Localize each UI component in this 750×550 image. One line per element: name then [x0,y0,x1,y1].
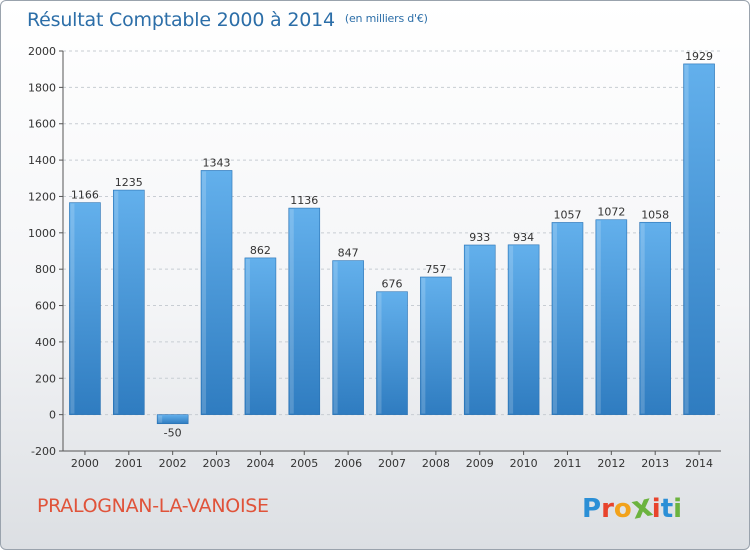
bar-2014 [683,63,715,415]
brand-letter: i [673,494,683,524]
bar-2003 [200,170,233,415]
x-tick-label-2003: 2003 [203,457,231,470]
value-label-2009: 933 [469,231,490,244]
value-label-2012: 1072 [597,206,625,219]
bar-2002 [156,414,189,425]
y-tick-label: 0 [49,409,56,422]
x-tick-label-2011: 2011 [553,457,581,470]
value-label-2001: 1235 [115,176,143,189]
value-label-2006: 847 [338,247,359,260]
bar-highlight [202,171,207,414]
proxiti-logo[interactable]: Proxiti [582,487,683,526]
y-tick-label: 600 [35,300,56,313]
y-tick-label: 1600 [28,118,56,131]
y-tick-label: 1400 [28,154,56,167]
bar-highlight [509,245,514,414]
bar-2013 [639,221,672,415]
y-tick-label: 400 [35,336,56,349]
bar-highlight [377,292,382,414]
value-label-2000: 1166 [71,189,99,202]
value-label-2002: -50 [164,427,182,440]
x-tick-label-2001: 2001 [115,457,143,470]
y-tick-label: 1800 [28,81,56,94]
x-tick-label-2008: 2008 [422,457,450,470]
bar-2011 [551,222,584,415]
bar-highlight [289,209,294,414]
y-tick-label: 800 [35,263,56,276]
chart-subtitle: (en milliers d'€) [344,12,428,25]
x-tick-label-2000: 2000 [71,457,99,470]
bar-2006 [332,260,364,415]
bar-2009 [463,244,496,415]
x-tick-label-2013: 2013 [641,457,669,470]
bar-highlight [421,278,426,414]
city-name: PRALOGNAN-LA-VANOISE [37,495,269,517]
value-label-2011: 1057 [553,208,581,221]
brand-letter: i [651,494,661,524]
bar-2012 [595,219,628,415]
bar-2008 [420,276,452,415]
x-tick-label-2006: 2006 [334,457,362,470]
bar-highlight [465,246,470,414]
bar-highlight [245,258,250,414]
value-label-2014: 1929 [685,50,713,63]
bar-highlight [333,261,338,414]
y-tick-label: 2000 [28,45,56,58]
bar-highlight [158,415,163,423]
y-tick-label: 200 [35,372,56,385]
x-tick-label-2002: 2002 [159,457,187,470]
value-label-2013: 1058 [641,208,669,221]
bar-2007 [376,291,408,415]
x-tick-label-2004: 2004 [246,457,274,470]
x-tick-label-2012: 2012 [597,457,625,470]
x-tick-label-2014: 2014 [685,457,713,470]
x-tick-label-2010: 2010 [510,457,538,470]
bar-2004 [244,257,277,415]
brand-letter: o [613,494,632,524]
value-label-2008: 757 [425,263,446,276]
bar-highlight [596,220,601,414]
bar-highlight [640,223,645,414]
y-tick-label: 1200 [28,190,56,203]
value-label-2007: 676 [382,278,403,291]
x-tick-label-2009: 2009 [466,457,494,470]
bar-highlight [684,64,689,414]
y-tick-label: 1000 [28,227,56,240]
x-tick-label-2007: 2007 [378,457,406,470]
axes [59,50,721,455]
x-tick-label-2005: 2005 [290,457,318,470]
value-label-2004: 862 [250,244,271,257]
bar-2000 [69,202,101,415]
value-label-2005: 1136 [290,194,318,207]
y-tick-label: -200 [31,445,56,458]
bar-2010 [507,244,540,415]
bar-2001 [113,189,145,415]
chart-title: Résultat Comptable 2000 à 2014 (en millie… [27,9,428,31]
value-label-2010: 934 [513,231,534,244]
chart-title-text: Résultat Comptable 2000 à 2014 [27,9,335,31]
bars [69,63,715,425]
bar-highlight [114,191,119,414]
bar-highlight [552,223,557,414]
value-label-2003: 1343 [203,156,231,169]
brand-letter: r [601,494,614,524]
labels: -200 0 200 400 600 800 1000 1200 1400 1600 1800 200… [28,45,713,470]
brand-letter: t [660,494,674,524]
bar-2005 [288,207,321,415]
bar-highlight [70,203,75,414]
brand-letter: P [582,494,602,524]
